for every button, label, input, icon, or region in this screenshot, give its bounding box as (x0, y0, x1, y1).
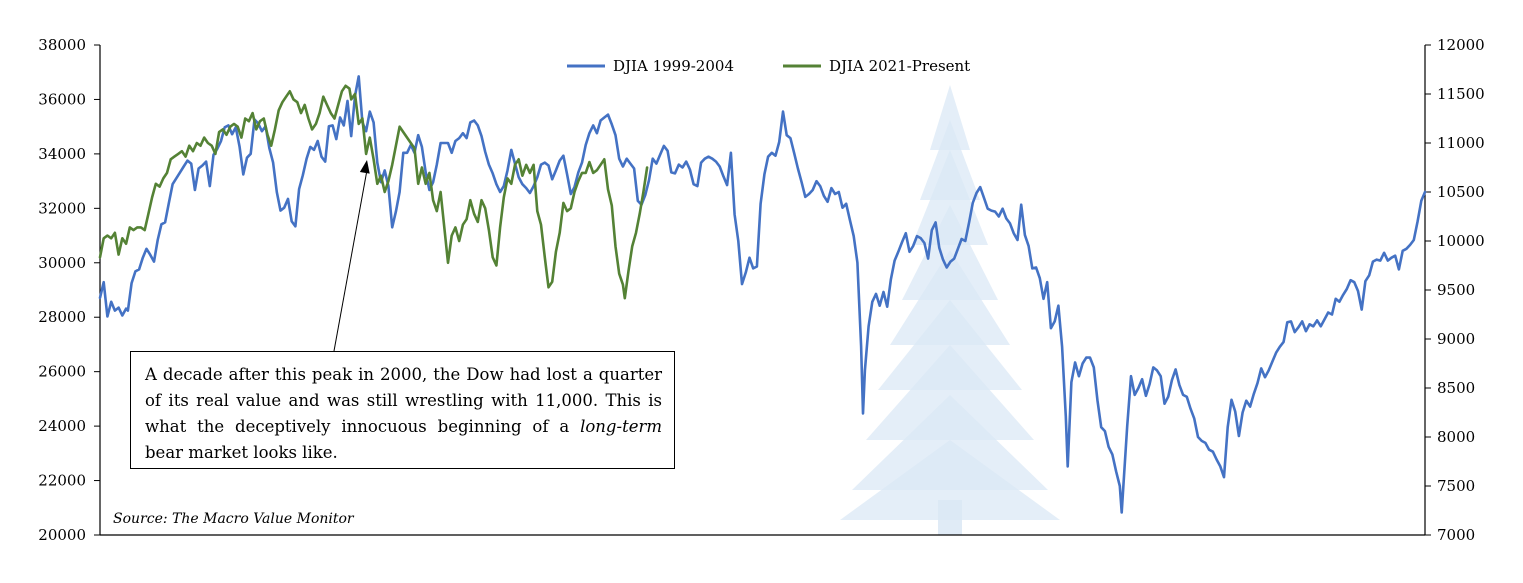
callout-line-4: beginning of a long-term bear market loo… (145, 417, 662, 462)
right-tick-label: 9000 (1437, 330, 1475, 348)
series-line-djia-2021-present (98, 84, 649, 300)
right-tick-label: 10500 (1437, 183, 1485, 201)
legend-entry: DJIA 2021-Present (829, 57, 970, 75)
right-axis-ticks: 7000 7500 8000 8500 9000 9500 10000 10500 11000 1… (1425, 36, 1485, 544)
annotation-callout: A decade after this peak in 2000, the Do… (130, 351, 675, 469)
left-tick-label: 28000 (38, 308, 86, 326)
legend: DJIA 1999-2004 DJIA 2021-Present (567, 57, 970, 75)
left-tick-label: 32000 (38, 199, 86, 217)
right-tick-label: 7500 (1437, 477, 1475, 495)
callout-line-1: A decade after this peak in 2000, the Do… (145, 365, 577, 384)
watermark-tier (930, 85, 970, 150)
left-axis-ticks: 20000 22000 24000 26000 28000 30000 32000 34000… (38, 36, 100, 544)
series-layer (98, 75, 1427, 514)
right-tick-label: 7000 (1437, 526, 1475, 544)
left-tick-label: 36000 (38, 90, 86, 108)
watermark-tier (840, 440, 1060, 520)
legend-entry: DJIA 1999-2004 (613, 57, 734, 75)
right-tick-label: 12000 (1437, 36, 1485, 54)
left-tick-label: 38000 (38, 36, 86, 54)
pine-tree-icon (840, 85, 1060, 535)
callout-line-3: with 11,000. This is what the deceptivel… (145, 391, 662, 436)
series-line-djia-1999-2004 (98, 75, 1427, 514)
left-tick-label: 26000 (38, 363, 86, 381)
watermark-tier (866, 345, 1034, 440)
source-note: Source: The Macro Value Monitor (113, 511, 355, 527)
axes: 20000 22000 24000 26000 28000 30000 32000 34000… (38, 36, 1484, 544)
left-tick-label: 22000 (38, 472, 86, 490)
right-tick-label: 8000 (1437, 428, 1475, 446)
left-tick-label: 30000 (38, 254, 86, 272)
right-tick-label: 10000 (1437, 232, 1485, 250)
callout-line-2: a quarter of its real value and was stil… (145, 365, 662, 410)
annotation-arrow (333, 169, 368, 352)
callout-emphasis: long-term (580, 417, 662, 436)
right-tick-label: 11000 (1437, 134, 1485, 152)
left-tick-label: 34000 (38, 145, 86, 163)
annotation-arrow-head (359, 160, 370, 174)
right-tick-label: 11500 (1437, 85, 1485, 103)
watermark-tier (890, 250, 1010, 345)
right-tick-label: 8500 (1437, 379, 1475, 397)
watermark-trunk (938, 500, 962, 535)
left-tick-label: 20000 (38, 526, 86, 544)
right-tick-label: 9500 (1437, 281, 1475, 299)
left-tick-label: 24000 (38, 417, 86, 435)
